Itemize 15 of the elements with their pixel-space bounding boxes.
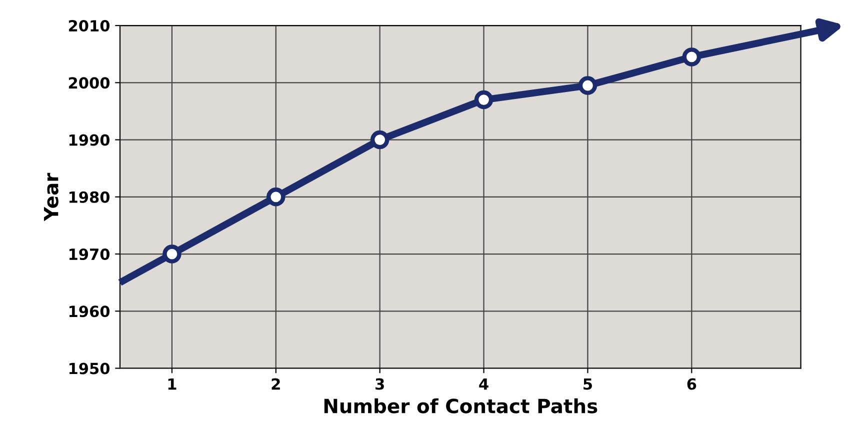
x-tick-label: 1 <box>168 378 176 390</box>
y-axis-title: Year <box>44 172 58 222</box>
x-tick-label: 3 <box>376 378 384 390</box>
y-tick-label: 1980 <box>69 191 110 203</box>
y-tick-label: 1990 <box>69 134 110 146</box>
x-tick-label: 5 <box>584 378 592 390</box>
y-tick-label: 1970 <box>69 248 110 260</box>
y-tick-label: 2000 <box>68 77 110 89</box>
x-axis-title: Number of Contact Paths <box>324 398 598 414</box>
x-tick-label: 6 <box>687 378 696 390</box>
y-tick-label: 1950 <box>69 362 110 374</box>
y-tick-label: 1960 <box>69 306 110 318</box>
x-tick-label: 2 <box>272 378 280 390</box>
x-tick-label: 4 <box>479 378 488 390</box>
y-tick-label: 2010 <box>68 20 110 32</box>
